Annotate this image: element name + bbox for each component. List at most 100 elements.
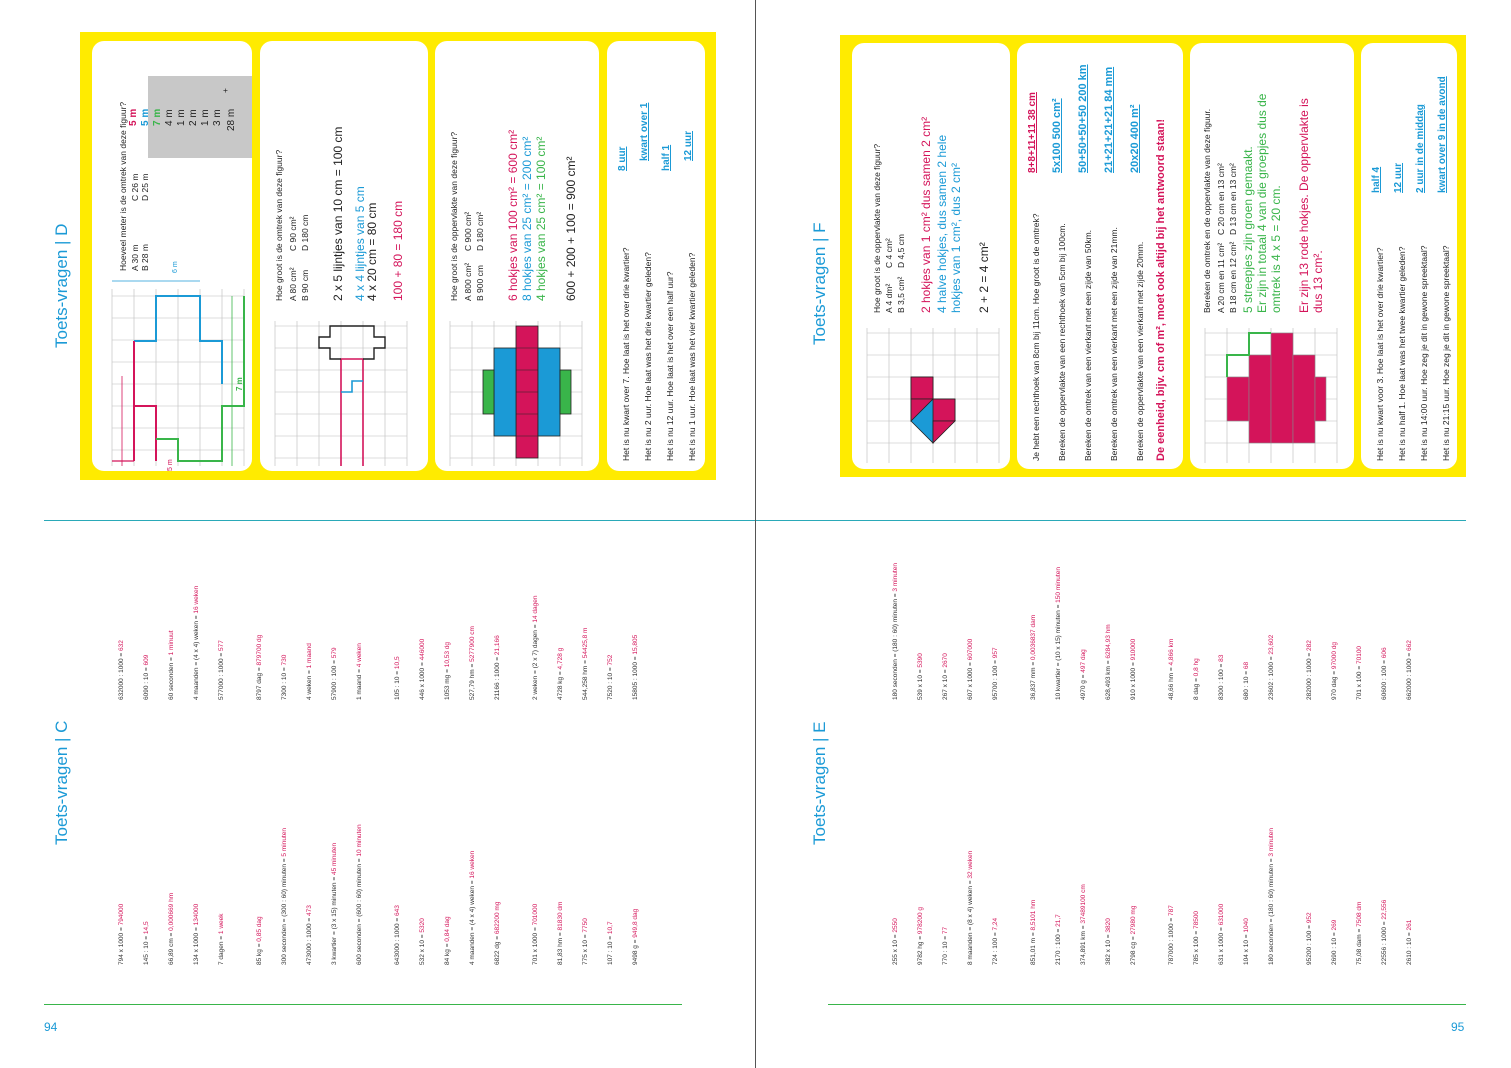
exercise-answer[interactable]: 6284,93 hm [1105, 624, 1112, 659]
exercise-answer[interactable]: 282 [1306, 640, 1313, 652]
time-answer[interactable]: kwart over 9 in de avond [1437, 76, 1448, 193]
option-d[interactable]: D 13 cm en 13 cm² [1228, 163, 1238, 235]
time-answer[interactable]: 12 uur [1393, 162, 1404, 193]
exercise-answer[interactable]: 5277900 cm [469, 626, 476, 662]
exercise-answer[interactable]: 16 weken [469, 850, 476, 879]
time-answer[interactable]: 2 uur in de middag [1415, 104, 1426, 193]
exercise-answer[interactable]: 7750 [582, 918, 589, 933]
exercise-answer[interactable]: 77 [942, 926, 949, 935]
exercise-answer[interactable]: 752 [607, 654, 614, 666]
exercise-answer[interactable]: 5390 [917, 653, 924, 668]
exercise-answer[interactable]: 10,7 [607, 921, 614, 935]
exercise-answer[interactable]: 794000 [118, 903, 125, 926]
exercise-answer[interactable]: 10,5 [394, 656, 401, 670]
exercise-answer[interactable]: 0,84 dag [444, 916, 451, 942]
exercise-answer[interactable]: 4,866 km [1168, 638, 1175, 666]
rect-answer[interactable]: 8+8+11+11 38 cm [1027, 92, 1038, 173]
exercise-answer[interactable]: 21,166 [494, 635, 501, 656]
exercise-answer[interactable]: 1040 [1243, 918, 1250, 933]
exercise-answer[interactable]: 78500 [1193, 910, 1200, 930]
exercise-answer[interactable]: 1 week [218, 913, 225, 935]
exercise-answer[interactable]: 473 [306, 905, 313, 917]
exercise-answer[interactable]: 607000 [967, 638, 974, 661]
rect-answer[interactable]: 5x100 500 cm² [1051, 98, 1063, 173]
exercise-answer[interactable]: 0,0036837 dam [1030, 614, 1037, 661]
exercise-answer[interactable]: 150 minuten [1055, 567, 1062, 603]
option-c[interactable]: C 20 cm en 13 cm² [1216, 163, 1226, 235]
exercise-answer[interactable]: 97000 dg [1331, 641, 1338, 670]
exercise-answer[interactable]: 978200 g [917, 906, 924, 935]
exercise-answer[interactable]: 879700 dg [256, 634, 263, 666]
exercise-answer[interactable]: 910000 [1130, 638, 1137, 661]
exercise-answer[interactable]: 3 minuten [1268, 828, 1275, 857]
exercise-answer[interactable]: 5 minuten [281, 828, 288, 857]
option-b[interactable]: B 900 cm [475, 265, 485, 301]
exercise-answer[interactable]: 21,7 [1055, 914, 1062, 927]
exercise-answer[interactable]: 1 maand [306, 643, 313, 669]
exercise-answer[interactable]: 7,24 [992, 917, 999, 931]
rect-answer[interactable]: 20x20 400 m² [1129, 104, 1141, 174]
time-answer[interactable]: 12 uur [683, 130, 694, 161]
time-answer[interactable]: half 1 [661, 144, 672, 171]
exercise-answer[interactable]: 609 [143, 654, 150, 666]
exercise-answer[interactable]: 70100 [1356, 645, 1363, 665]
exercise-answer[interactable]: 952 [1306, 912, 1313, 924]
exercise-answer[interactable]: 730 [281, 654, 288, 666]
exercise-answer[interactable]: 54425,8 m [582, 627, 589, 659]
option-b[interactable]: B 3,5 cm² [896, 276, 906, 313]
option-d[interactable]: D 4,5 cm [896, 233, 906, 268]
exercise-answer[interactable]: 2670 [942, 653, 949, 668]
exercise-answer[interactable]: 0,8 hg [1193, 658, 1200, 677]
exercise-answer[interactable]: 3 minuten [892, 563, 899, 592]
option-c[interactable]: C 90 cm² [288, 216, 298, 251]
time-answer[interactable]: kwart over 1 [639, 102, 650, 161]
exercise-answer[interactable]: 497 dag [1080, 649, 1087, 673]
exercise-answer[interactable]: 16 weken [193, 585, 200, 614]
exercise-answer[interactable]: 27980 mg [1130, 905, 1137, 935]
option-a[interactable]: A 4 dm² [884, 283, 894, 313]
time-answer[interactable]: half 4 [1371, 166, 1382, 193]
exercise-answer[interactable]: 14 dagen [532, 595, 539, 623]
exercise-answer[interactable]: 606 [1381, 647, 1388, 659]
exercise-answer[interactable]: 23,602 [1268, 634, 1275, 655]
exercise-answer[interactable]: 10 minuten [356, 824, 363, 857]
option-d[interactable]: D 25 m [140, 173, 150, 201]
exercise-answer[interactable]: 701000 [532, 903, 539, 926]
exercise-answer[interactable]: 577 [218, 640, 225, 652]
exercise-answer[interactable]: 3820 [1105, 918, 1112, 933]
exercise-answer[interactable]: 8,5101 hm [1030, 899, 1037, 931]
option-b[interactable]: B 90 cm [300, 269, 310, 301]
exercise-answer[interactable]: 7508 dm [1356, 901, 1363, 927]
exercise-answer[interactable]: 5320 [419, 918, 426, 933]
exercise-answer[interactable]: 1 minuut [168, 630, 175, 656]
option-c[interactable]: C 900 cm² [463, 211, 473, 251]
exercise-answer[interactable]: 579 [331, 647, 338, 659]
option-d[interactable]: D 180 cm² [475, 211, 485, 251]
exercise-answer[interactable]: 632 [118, 640, 125, 652]
option-b[interactable]: B 18 cm en 12 cm² [1228, 241, 1238, 313]
exercise-answer[interactable]: 269 [1331, 919, 1338, 931]
exercise-answer[interactable]: 37489100 cm [1080, 884, 1087, 924]
exercise-answer[interactable]: 0,85 dag [256, 916, 263, 942]
exercise-answer[interactable]: 15,805 [632, 634, 639, 655]
exercise-answer[interactable]: 261 [1406, 919, 1413, 931]
time-answer[interactable]: 8 uur [617, 146, 628, 171]
exercise-answer[interactable]: 949,8 dag [632, 908, 639, 938]
exercise-answer[interactable]: 787 [1168, 905, 1175, 917]
option-b[interactable]: B 28 m [140, 244, 150, 271]
exercise-answer[interactable]: 957 [992, 647, 999, 659]
rect-answer[interactable]: 21+21+21+21 84 mm [1103, 66, 1115, 173]
exercise-answer[interactable]: 2550 [892, 918, 899, 933]
exercise-answer[interactable]: 45 minuten [331, 842, 338, 876]
exercise-answer[interactable]: 4 weken [356, 643, 363, 668]
exercise-answer[interactable]: 631000 [1218, 903, 1225, 926]
option-a[interactable]: A 20 cm en 11 cm² [1216, 242, 1226, 313]
exercise-answer[interactable]: 134000 [193, 903, 200, 926]
exercise-answer[interactable]: 10,53 dg [444, 641, 451, 668]
option-a[interactable]: A 800 cm² [463, 262, 473, 301]
option-c[interactable]: C 4 cm² [884, 238, 894, 268]
exercise-answer[interactable]: 83 [1218, 654, 1225, 662]
exercise-answer[interactable]: 81830 dm [557, 901, 564, 931]
exercise-answer[interactable]: 22,556 [1381, 899, 1388, 920]
exercise-answer[interactable]: 682200 mg [494, 901, 501, 935]
